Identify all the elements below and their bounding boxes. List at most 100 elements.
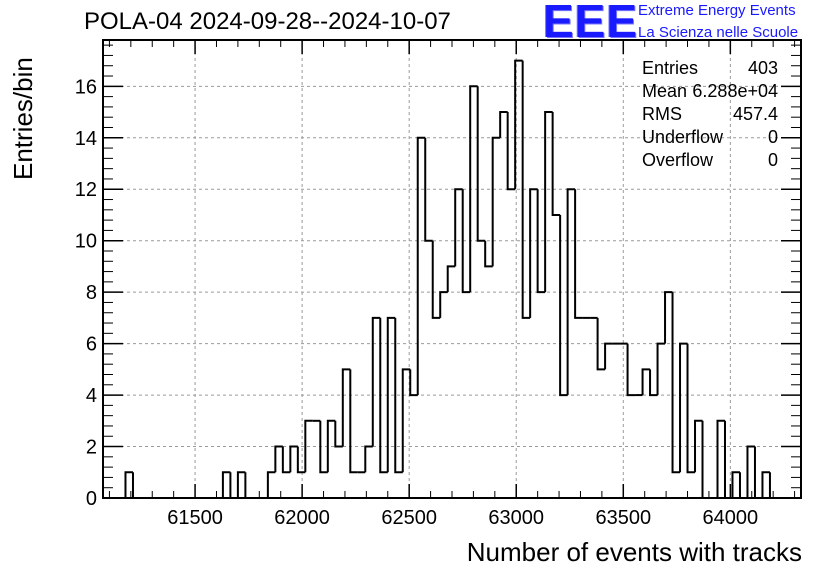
histogram-bin bbox=[124, 471, 133, 498]
stat-value: 0 bbox=[767, 127, 778, 147]
histogram-bin bbox=[409, 369, 418, 397]
histogram-bin bbox=[499, 111, 508, 138]
x-tick-label: 63000 bbox=[488, 507, 544, 529]
histogram-bin bbox=[244, 472, 253, 499]
histogram-bin bbox=[304, 419, 313, 473]
eee-logo-line1: Extreme Energy Events bbox=[638, 2, 796, 19]
histogram-bin bbox=[424, 137, 433, 242]
histogram-bin bbox=[349, 369, 358, 474]
stat-label: Mean bbox=[642, 81, 688, 101]
chart-title: POLA-04 2024-09-28--2024-10-07 bbox=[84, 8, 451, 35]
histogram-bin bbox=[559, 214, 568, 397]
eee-logo-mark: EEE bbox=[543, 0, 639, 47]
histogram-bin bbox=[446, 265, 456, 293]
histogram-bin bbox=[469, 85, 478, 293]
histogram-bin bbox=[604, 342, 613, 370]
histogram-bin bbox=[753, 446, 763, 499]
histogram-bin bbox=[229, 472, 238, 499]
histogram-bin bbox=[641, 368, 651, 396]
stat-underflow: Underflow 0 bbox=[642, 127, 778, 151]
stat-label: Overflow bbox=[642, 150, 714, 170]
histogram-bin bbox=[701, 420, 710, 499]
histogram-bin bbox=[506, 112, 516, 191]
histogram-bin bbox=[221, 471, 231, 498]
histogram-bin bbox=[768, 472, 778, 499]
histogram-bin bbox=[319, 420, 328, 474]
histogram-bin bbox=[536, 189, 546, 294]
histogram-bin bbox=[416, 136, 426, 396]
histogram-bin bbox=[341, 368, 351, 447]
histogram-bin bbox=[401, 368, 411, 473]
eee-logo-line2: La Scienza nelle Scuole bbox=[638, 24, 799, 41]
y-tick-label: 8 bbox=[86, 282, 97, 304]
x-tick-label: 61500 bbox=[167, 507, 223, 529]
histogram-bin bbox=[723, 420, 733, 499]
histogram-bin bbox=[514, 59, 523, 190]
histogram-bin bbox=[731, 471, 740, 498]
histogram-bin bbox=[566, 188, 576, 396]
stat-value: 457.4 bbox=[732, 104, 778, 124]
stat-entries: Entries 403 bbox=[642, 58, 778, 82]
y-tick-label: 14 bbox=[75, 128, 97, 150]
histogram-bin bbox=[236, 471, 246, 498]
histogram-bin bbox=[461, 189, 471, 294]
histogram-bin bbox=[679, 342, 688, 473]
histogram-bin bbox=[371, 316, 381, 447]
histogram-bin bbox=[274, 445, 283, 473]
histogram-bin bbox=[671, 292, 681, 474]
histogram-bin bbox=[761, 471, 770, 498]
histogram-bars bbox=[124, 59, 778, 499]
histogram-bin bbox=[296, 446, 306, 474]
x-tick-label: 62500 bbox=[381, 507, 437, 529]
tick-labels: 61500 62000 62500 63000 63500 64000 0 2 4 6 8 10 12 1… bbox=[75, 76, 758, 529]
histogram-bin bbox=[484, 240, 493, 268]
histogram-bin bbox=[491, 136, 501, 267]
y-tick-label: 12 bbox=[75, 179, 97, 201]
histogram-bin bbox=[364, 445, 373, 473]
histogram-bin bbox=[266, 471, 276, 498]
histogram-bin bbox=[551, 112, 561, 216]
y-tick-label: 0 bbox=[86, 488, 97, 510]
stat-value: 403 bbox=[747, 58, 778, 78]
stat-value: 6.288e+04 bbox=[692, 81, 778, 101]
histogram-bin bbox=[716, 419, 725, 498]
histogram-bin bbox=[476, 86, 486, 242]
histogram-bin bbox=[626, 343, 636, 397]
histogram-bin bbox=[281, 446, 291, 474]
stat-label: Entries bbox=[642, 58, 699, 78]
x-tick-label: 63500 bbox=[595, 507, 651, 529]
histogram-bin bbox=[131, 472, 141, 499]
stat-mean: Mean 6.288e+04 bbox=[642, 81, 778, 105]
histogram-bin bbox=[334, 420, 343, 448]
histogram-bin bbox=[386, 316, 396, 473]
histogram-bin bbox=[326, 419, 336, 473]
histogram-bin bbox=[649, 369, 658, 397]
histogram-bin bbox=[738, 472, 748, 499]
y-tick-label: 16 bbox=[75, 76, 97, 98]
x-tick-label: 62000 bbox=[274, 507, 330, 529]
y-tick-label: 6 bbox=[86, 334, 97, 356]
stat-rms: RMS 457.4 bbox=[642, 104, 778, 128]
y-axis-label: Entries/bin bbox=[8, 57, 38, 180]
histogram-bin bbox=[521, 60, 531, 319]
x-tick-label: 64000 bbox=[703, 507, 759, 529]
histogram-bin bbox=[694, 419, 703, 473]
histogram-bin bbox=[596, 317, 606, 371]
histogram-bin bbox=[439, 291, 448, 318]
stat-label: RMS bbox=[642, 104, 682, 124]
histogram-bin bbox=[431, 240, 441, 319]
histogram-bin bbox=[746, 445, 755, 498]
histogram-bin bbox=[686, 343, 696, 474]
grid bbox=[103, 40, 801, 498]
histogram-bin bbox=[289, 445, 298, 473]
y-tick-label: 10 bbox=[75, 231, 97, 253]
x-axis-label: Number of events with tracks bbox=[466, 537, 802, 567]
histogram-bin bbox=[379, 317, 388, 474]
axis-ticks bbox=[103, 40, 801, 499]
stat-label: Underflow bbox=[642, 127, 724, 147]
histogram-bin bbox=[544, 111, 553, 293]
histogram-bin bbox=[529, 188, 538, 318]
histogram-bin bbox=[656, 342, 666, 396]
histogram-bin bbox=[454, 188, 463, 267]
